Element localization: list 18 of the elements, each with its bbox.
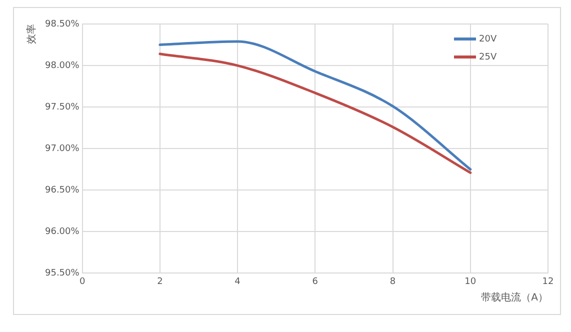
y-tick-label: 97.50% xyxy=(44,102,80,112)
x-axis-title: 带载电流（A） xyxy=(481,292,548,304)
y-tick-label: 98.50% xyxy=(44,19,80,30)
y-axis-title: 效率 xyxy=(26,24,38,44)
legend-label: 25V xyxy=(479,52,498,62)
x-tick-label: 6 xyxy=(312,276,318,287)
x-tick-label: 2 xyxy=(157,276,163,287)
y-tick-label: 96.00% xyxy=(44,227,80,238)
x-tick-label: 8 xyxy=(390,276,396,287)
x-tick-label: 12 xyxy=(542,276,554,287)
y-tick-label: 98.00% xyxy=(44,60,80,71)
x-tick-label: 0 xyxy=(79,276,86,287)
y-tick-label: 96.50% xyxy=(44,185,80,196)
y-tick-label: 97.00% xyxy=(44,144,80,154)
legend-label: 20V xyxy=(479,34,498,44)
x-tick-label: 4 xyxy=(234,276,241,287)
y-tick-label: 95.50% xyxy=(44,268,80,279)
x-tick-label: 10 xyxy=(464,276,476,287)
